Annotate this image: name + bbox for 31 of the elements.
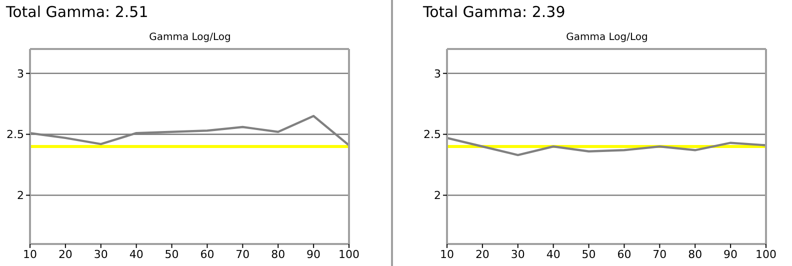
x-tick-label: 80 <box>688 248 702 261</box>
chart-subtitle: Gamma Log/Log <box>565 32 649 43</box>
y-tick-label: 2.5 <box>424 128 441 142</box>
x-tick-label: 90 <box>724 248 738 261</box>
y-tick-label: 3 <box>434 67 441 80</box>
x-tick-label: 50 <box>582 248 596 261</box>
y-tick-label: 2 <box>434 189 441 202</box>
x-tick-label: 10 <box>23 248 37 261</box>
x-tick-label: 20 <box>58 248 72 261</box>
x-tick-label: 100 <box>756 248 776 261</box>
x-tick-label: 30 <box>510 248 525 261</box>
line-series <box>447 136 766 156</box>
x-tick-label: 90 <box>306 248 321 261</box>
x-tick-label: 70 <box>236 248 250 261</box>
x-tick-label: 40 <box>129 248 144 261</box>
x-tick-label: 40 <box>546 248 560 261</box>
x-tick-label: 70 <box>652 248 667 261</box>
y-tick-label: 2 <box>17 189 24 202</box>
x-tick-label: 60 <box>617 248 632 261</box>
x-tick-label: 10 <box>440 248 454 261</box>
chart-title: Total Gamma: 2.51 <box>6 3 148 21</box>
y-tick-label: 3 <box>17 67 24 80</box>
chart-subtitle: Gamma Log/Log <box>148 32 232 43</box>
x-tick-label: 20 <box>475 248 490 261</box>
x-tick-label: 100 <box>338 248 360 261</box>
x-tick-label: 80 <box>271 248 286 261</box>
x-tick-label: 50 <box>164 248 179 261</box>
x-tick-label: 30 <box>94 248 108 261</box>
y-tick-label: 2.5 <box>6 128 24 142</box>
chart-title: Total Gamma: 2.39 <box>423 3 566 21</box>
x-tick-label: 60 <box>200 248 214 261</box>
